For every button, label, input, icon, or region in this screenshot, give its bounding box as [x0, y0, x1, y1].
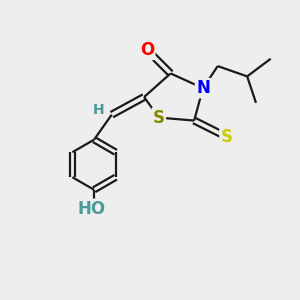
- Text: HO: HO: [77, 200, 105, 218]
- Text: H: H: [93, 103, 104, 117]
- Text: N: N: [196, 79, 210, 97]
- Text: S: S: [220, 128, 232, 146]
- Text: O: O: [140, 41, 154, 59]
- Text: S: S: [153, 109, 165, 127]
